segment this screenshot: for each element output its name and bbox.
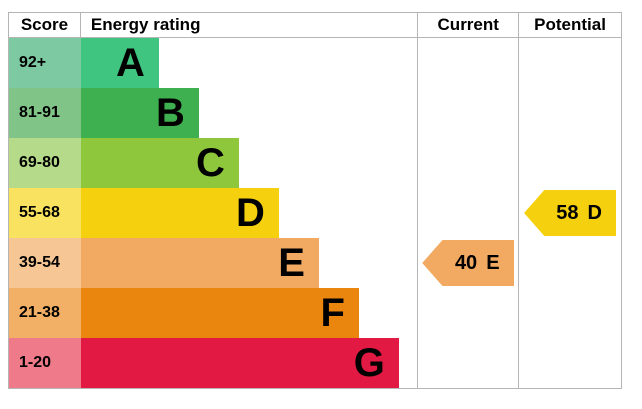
potential-cell-a: [518, 38, 621, 88]
rating-bar-g: G: [80, 338, 399, 388]
band-row-f: 21-38 F: [9, 288, 621, 338]
band-letter-b: B: [156, 91, 185, 135]
rating-bar-area: G: [80, 338, 418, 388]
potential-score: 58: [556, 201, 579, 224]
band-rows: 92+ A 81-91 B 69-80 C 55-68 D 58 D 39-54 E 40 E 21-38 F…: [9, 38, 621, 388]
rating-bar-area: B: [80, 88, 418, 138]
potential-cell-f: [518, 288, 621, 338]
rating-bar-e: E: [80, 238, 319, 288]
rating-bar-area: D: [80, 188, 418, 238]
band-letter-a: A: [116, 41, 145, 85]
band-row-g: 1-20 G: [9, 338, 621, 388]
score-range-d: 55-68: [9, 188, 81, 238]
score-range-g: 1-20: [9, 338, 81, 388]
header-score: Score: [9, 13, 81, 37]
potential-cell-e: [518, 238, 621, 288]
header-energy-rating: Energy rating: [90, 15, 201, 34]
current-rating-arrow: 40 E: [422, 240, 515, 286]
rating-bar-c: C: [80, 138, 239, 188]
rating-bar-a: A: [80, 38, 159, 88]
current-cell-e: 40 E: [417, 238, 518, 288]
potential-cell-d: 58 D: [518, 188, 621, 238]
band-letter-g: G: [353, 341, 385, 385]
rating-bar-f: F: [80, 288, 359, 338]
score-range-e: 39-54: [9, 238, 81, 288]
epc-table: Score Energy rating Current Potential 92…: [8, 12, 622, 389]
current-cell-c: [417, 138, 518, 188]
score-range-c: 69-80: [9, 138, 81, 188]
header-row: Score Energy rating Current Potential: [9, 13, 621, 38]
header-potential: Potential: [518, 13, 621, 37]
current-score: 40: [454, 251, 478, 274]
header-current: Current: [417, 13, 518, 37]
band-row-a: 92+ A: [9, 38, 621, 88]
band-letter-c: C: [196, 141, 225, 185]
band-letter-e: E: [278, 241, 305, 285]
rating-bar-area: F: [80, 288, 418, 338]
potential-cell-c: [518, 138, 621, 188]
rating-bar-area: E: [80, 238, 418, 288]
current-cell-b: [417, 88, 518, 138]
current-band-letter: E: [486, 251, 500, 274]
current-cell-a: [417, 38, 518, 88]
current-cell-f: [417, 288, 518, 338]
band-row-b: 81-91 B: [9, 88, 621, 138]
rating-bar-d: D: [80, 188, 279, 238]
current-cell-d: [417, 188, 518, 238]
band-letter-f: F: [320, 291, 345, 335]
score-range-a: 92+: [9, 38, 81, 88]
rating-bar-area: C: [80, 138, 418, 188]
rating-bar-area: A: [80, 38, 418, 88]
band-row-e: 39-54 E 40 E: [9, 238, 621, 288]
band-row-c: 69-80 C: [9, 138, 621, 188]
potential-cell-b: [518, 88, 621, 138]
rating-bar-b: B: [80, 88, 199, 138]
score-range-f: 21-38: [9, 288, 81, 338]
potential-rating-arrow: 58 D: [524, 190, 617, 236]
current-cell-g: [417, 338, 518, 388]
potential-cell-g: [518, 338, 621, 388]
score-range-b: 81-91: [9, 88, 81, 138]
band-row-d: 55-68 D 58 D: [9, 188, 621, 238]
band-letter-d: D: [236, 191, 265, 235]
potential-band-letter: D: [587, 201, 602, 224]
